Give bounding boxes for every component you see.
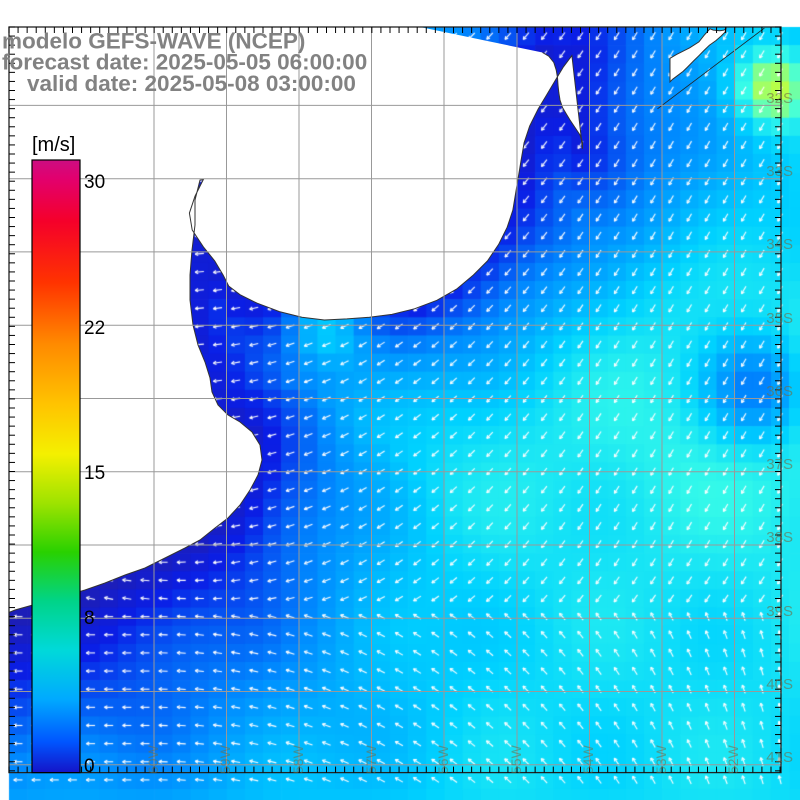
svg-text:41S: 41S xyxy=(766,749,793,766)
svg-text:58W: 58W xyxy=(290,744,306,774)
svg-text:valid date: 2025-05-08 03:00:0: valid date: 2025-05-08 03:00:00 xyxy=(2,71,356,96)
svg-text:36S: 36S xyxy=(766,383,793,400)
svg-text:[m/s]: [m/s] xyxy=(32,134,75,156)
svg-text:40S: 40S xyxy=(766,676,793,693)
svg-text:38S: 38S xyxy=(766,529,793,546)
svg-text:22: 22 xyxy=(84,318,105,339)
svg-text:0: 0 xyxy=(84,756,95,777)
svg-text:53W: 53W xyxy=(653,744,669,774)
svg-text:34S: 34S xyxy=(766,236,793,253)
svg-text:32S: 32S xyxy=(766,90,793,107)
svg-text:8: 8 xyxy=(84,608,95,629)
svg-text:37S: 37S xyxy=(766,456,793,473)
svg-text:15: 15 xyxy=(84,463,105,484)
svg-text:39S: 39S xyxy=(766,603,793,620)
svg-text:55W: 55W xyxy=(508,744,524,774)
svg-text:54W: 54W xyxy=(580,744,596,774)
svg-text:35S: 35S xyxy=(766,310,793,327)
svg-text:52W: 52W xyxy=(725,744,741,774)
svg-text:30: 30 xyxy=(84,172,105,193)
svg-text:33S: 33S xyxy=(766,163,793,180)
svg-text:60W: 60W xyxy=(145,744,161,774)
svg-text:59W: 59W xyxy=(217,744,233,774)
svg-text:57W: 57W xyxy=(363,744,379,774)
svg-text:56W: 56W xyxy=(435,744,451,774)
